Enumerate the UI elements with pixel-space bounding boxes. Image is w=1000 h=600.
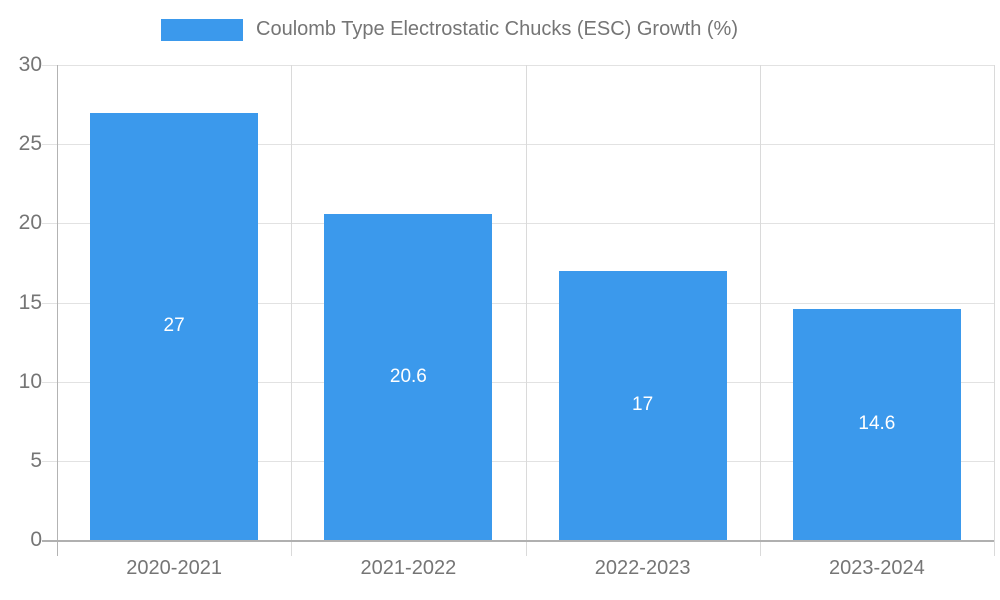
gridline-horizontal bbox=[42, 223, 994, 225]
y-tick-label: 10 bbox=[18, 369, 42, 393]
gridline-vertical bbox=[291, 65, 293, 556]
chart-legend: Coulomb Type Electrostatic Chucks (ESC) … bbox=[161, 18, 738, 41]
bar bbox=[324, 213, 493, 540]
gridline-horizontal bbox=[42, 144, 994, 146]
x-axis-line bbox=[42, 540, 994, 542]
y-tick-label: 5 bbox=[30, 448, 42, 472]
y-tick-label: 20 bbox=[18, 211, 42, 235]
gridline-horizontal bbox=[42, 460, 994, 462]
x-tick-label: 2021-2022 bbox=[360, 557, 457, 579]
gridline-horizontal bbox=[42, 65, 994, 66]
gridline-vertical bbox=[994, 65, 995, 556]
gridline-vertical bbox=[759, 65, 761, 556]
x-tick-label: 2022-2023 bbox=[594, 557, 691, 579]
legend-swatch bbox=[161, 18, 243, 41]
bar-value-label: 14.6 bbox=[858, 413, 896, 435]
bar bbox=[792, 308, 961, 540]
gridline-vertical bbox=[525, 65, 527, 556]
bar bbox=[558, 270, 727, 540]
x-tick-label: 2023-2024 bbox=[829, 557, 925, 579]
y-tick-label: 0 bbox=[30, 528, 42, 551]
bar-value-label: 20.6 bbox=[389, 365, 427, 387]
bar-value-label: 17 bbox=[632, 394, 654, 416]
x-tick-label: 2020-2021 bbox=[126, 557, 222, 579]
y-axis-line bbox=[57, 65, 58, 556]
bar-value-label: 27 bbox=[163, 315, 185, 337]
y-tick-label: 15 bbox=[18, 290, 42, 314]
y-tick-label: 30 bbox=[18, 53, 42, 76]
gridline-horizontal bbox=[42, 302, 994, 304]
legend-label: Coulomb Type Electrostatic Chucks (ESC) … bbox=[256, 18, 739, 40]
gridline-horizontal bbox=[42, 381, 994, 383]
bar bbox=[90, 112, 259, 540]
y-tick-label: 25 bbox=[18, 132, 42, 156]
